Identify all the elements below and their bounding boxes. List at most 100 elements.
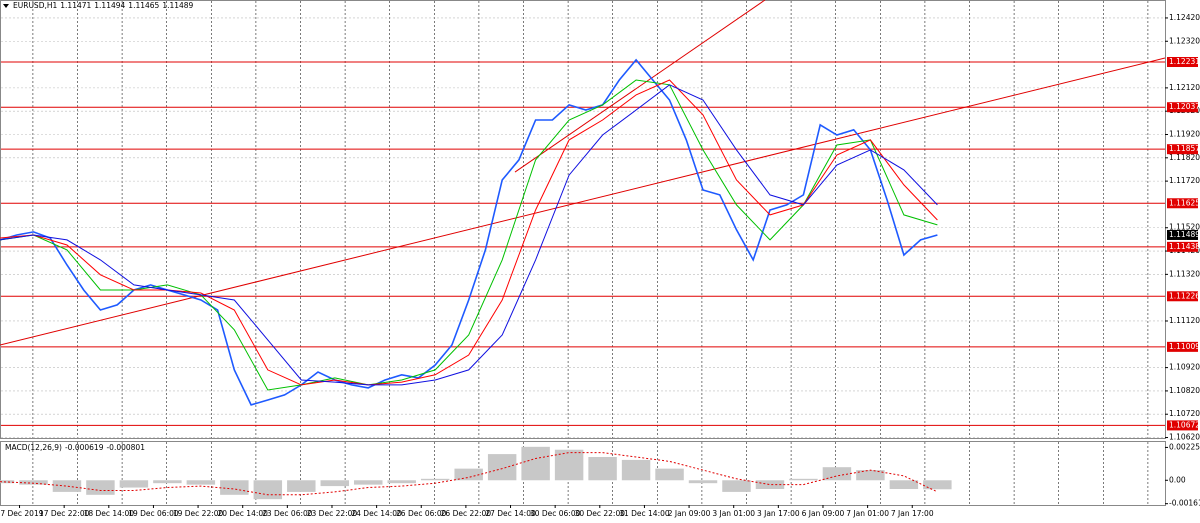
macd-bar bbox=[789, 478, 818, 481]
macd-title: MACD(12,26,9) bbox=[5, 443, 62, 452]
level-label: 1.10672 bbox=[1169, 420, 1200, 429]
x-tick-label: 27 Dec 14:00 bbox=[485, 509, 536, 518]
macd-bar bbox=[487, 454, 517, 481]
macd-bar bbox=[119, 480, 149, 488]
macd-bar bbox=[19, 480, 48, 485]
macd-bar bbox=[387, 480, 416, 484]
x-tick-label: 7 Jan 01:00 bbox=[846, 509, 889, 518]
main-frame bbox=[0, 0, 1166, 439]
level-label-box bbox=[1167, 341, 1198, 352]
x-tick-label: 26 Dec 06:00 bbox=[396, 509, 447, 518]
y-tick-label: 1.11520 bbox=[1169, 223, 1200, 232]
x-tick-label: 6 Jan 09:00 bbox=[802, 509, 845, 518]
level-label-box bbox=[1167, 420, 1198, 431]
macd-bar bbox=[822, 467, 852, 481]
level-label-box bbox=[1167, 241, 1198, 252]
level-label: 1.11625 bbox=[1169, 198, 1200, 207]
close: 1.11489 bbox=[162, 1, 193, 10]
y-tick-label: -0.00161 bbox=[1169, 499, 1200, 508]
open: 1.11471 bbox=[60, 1, 91, 10]
macd-bar bbox=[186, 480, 216, 485]
x-tick-label: 7 Jan 17:00 bbox=[891, 509, 934, 518]
macd-bar bbox=[655, 468, 684, 481]
macd-bar bbox=[320, 480, 349, 487]
macd-bar bbox=[52, 480, 82, 492]
macd-bar bbox=[856, 470, 885, 481]
macd-bar bbox=[621, 459, 651, 481]
x-tick-label: 30 Dec 06:00 bbox=[530, 509, 581, 518]
y-tick-label: 1.11120 bbox=[1169, 316, 1200, 325]
x-tick-label: 19 Dec 22:00 bbox=[173, 509, 224, 518]
x-tick-label: 31 Dec 14:00 bbox=[619, 509, 670, 518]
macd-bar bbox=[722, 480, 751, 492]
x-tick-label: 30 Dec 22:00 bbox=[575, 509, 626, 518]
macd-bar bbox=[86, 480, 115, 495]
moving-average bbox=[0, 79, 938, 391]
y-tick-label: 1.12420 bbox=[1169, 13, 1200, 22]
moving-average bbox=[0, 79, 938, 386]
level-label: 1.12231 bbox=[1169, 57, 1200, 66]
low: 1.11465 bbox=[128, 1, 159, 10]
symbol-header: EURUSD,H1 1.11471 1.11494 1.11465 1.11489 bbox=[13, 1, 194, 10]
last-price-box bbox=[1167, 229, 1198, 240]
menu-arrow[interactable] bbox=[3, 4, 9, 8]
macd-bar bbox=[253, 480, 283, 500]
y-tick-label: 1.10620 bbox=[1169, 433, 1200, 442]
level-label-box bbox=[1167, 198, 1198, 209]
x-tick-label: 17 Dec 22:00 bbox=[39, 509, 90, 518]
macd-bar bbox=[454, 468, 483, 481]
level-label: 1.11438 bbox=[1169, 242, 1200, 251]
macd-bar bbox=[287, 480, 316, 492]
y-tick-label: 1.11320 bbox=[1169, 269, 1200, 278]
macd-bar bbox=[521, 446, 550, 481]
y-tick-label: 1.11720 bbox=[1169, 176, 1200, 185]
level-label: 1.11857 bbox=[1169, 144, 1200, 153]
macd-bar bbox=[354, 480, 383, 485]
y-tick-label: 1.11820 bbox=[1169, 153, 1200, 162]
y-tick-label: 1.10820 bbox=[1169, 386, 1200, 395]
y-tick-label: 1.12320 bbox=[1169, 36, 1200, 45]
x-tick-label: 26 Dec 22:00 bbox=[441, 509, 492, 518]
macd-signal-value: -0.000801 bbox=[106, 443, 145, 452]
x-tick-label: 17 Dec 2019 bbox=[0, 509, 44, 518]
last-price-label: 1.11489 bbox=[1169, 230, 1200, 239]
level-label-box bbox=[1167, 102, 1198, 113]
level-label: 1.11009 bbox=[1169, 342, 1200, 351]
macd-bar bbox=[755, 480, 785, 489]
macd-bar bbox=[153, 480, 182, 484]
high: 1.11494 bbox=[94, 1, 125, 10]
macd-bar bbox=[688, 480, 718, 484]
level-label-box bbox=[1167, 144, 1198, 155]
y-tick-label: 1.10720 bbox=[1169, 409, 1200, 418]
macd-bar bbox=[889, 480, 919, 489]
macd-signal bbox=[0, 452, 938, 496]
level-label: 1.12037 bbox=[1169, 102, 1200, 111]
trend-line bbox=[514, 0, 766, 173]
y-tick-label: 1.10920 bbox=[1169, 363, 1200, 372]
macd-bar bbox=[220, 480, 249, 495]
y-tick-label: 1.12120 bbox=[1169, 83, 1200, 92]
macd-frame bbox=[0, 441, 1166, 506]
macd-main: -0.000619 bbox=[65, 443, 104, 452]
y-tick-label: 0.002258 bbox=[1169, 442, 1200, 451]
macd-bar bbox=[0, 480, 15, 484]
macd-bar bbox=[923, 480, 952, 490]
x-tick-label: 2 Jan 09:00 bbox=[668, 509, 711, 518]
x-tick-label: 23 Dec 06:00 bbox=[262, 509, 313, 518]
x-tick-label: 3 Jan 17:00 bbox=[757, 509, 800, 518]
x-tick-label: 20 Dec 14:00 bbox=[217, 509, 268, 518]
macd-bar bbox=[420, 478, 450, 481]
level-label: 1.11226 bbox=[1169, 291, 1200, 300]
x-tick-label: 24 Dec 14:00 bbox=[351, 509, 402, 518]
y-tick-label: 1.11920 bbox=[1169, 130, 1200, 139]
x-tick-label: 18 Dec 14:00 bbox=[84, 509, 135, 518]
level-label-box bbox=[1167, 57, 1198, 68]
level-label-box bbox=[1167, 291, 1198, 302]
moving-average bbox=[0, 84, 938, 386]
x-tick-label: 3 Jan 01:00 bbox=[712, 509, 755, 518]
x-tick-label: 23 Dec 22:00 bbox=[307, 509, 358, 518]
